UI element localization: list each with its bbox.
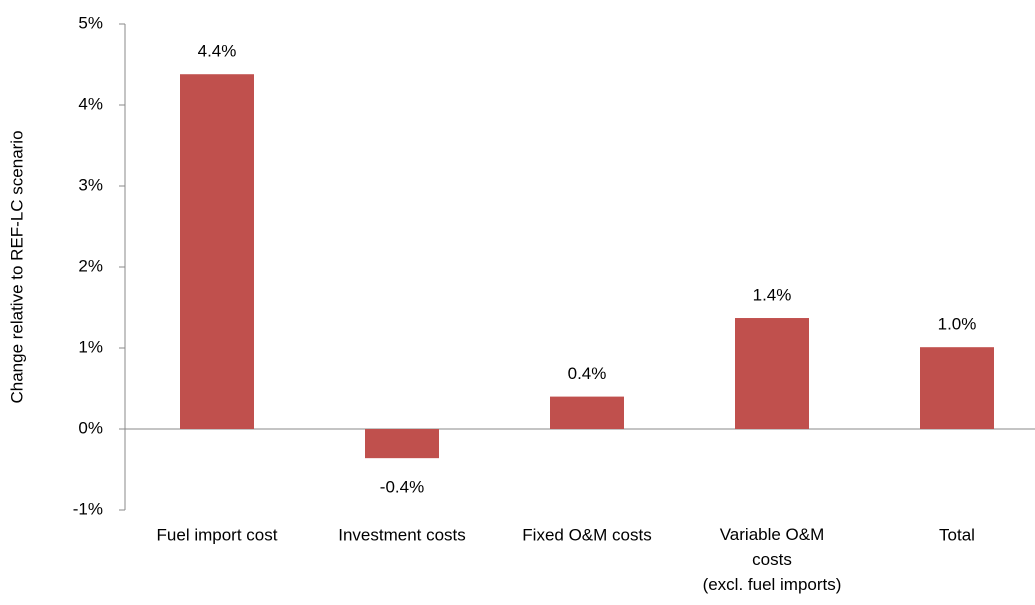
y-tick-label: 2% — [78, 256, 103, 275]
value-label: -0.4% — [380, 478, 424, 497]
y-tick-label: 4% — [78, 94, 103, 113]
y-tick-label: 5% — [78, 13, 103, 32]
x-tick-label: Fixed O&M costs — [522, 525, 651, 544]
value-label: 4.4% — [198, 42, 237, 61]
value-label: 1.0% — [938, 315, 977, 334]
y-tick-label: 0% — [78, 418, 103, 437]
bar — [920, 347, 994, 429]
value-label: 1.4% — [753, 286, 792, 305]
y-tick-label: 3% — [78, 175, 103, 194]
bar — [550, 396, 624, 429]
value-label: 0.4% — [568, 364, 607, 383]
y-tick-label: 1% — [78, 337, 103, 356]
x-tick-label: Investment costs — [338, 525, 466, 544]
bar — [180, 74, 254, 429]
bar — [735, 318, 809, 429]
x-tick-label: Variable O&M costs (excl. fuel imports) — [703, 525, 842, 594]
y-axis-label: Change relative to REF-LC scenario — [7, 130, 26, 403]
y-tick-label: -1% — [73, 499, 103, 518]
bar — [365, 429, 439, 459]
x-tick-label: Total — [939, 525, 975, 544]
x-tick-label: Fuel import cost — [157, 525, 278, 544]
